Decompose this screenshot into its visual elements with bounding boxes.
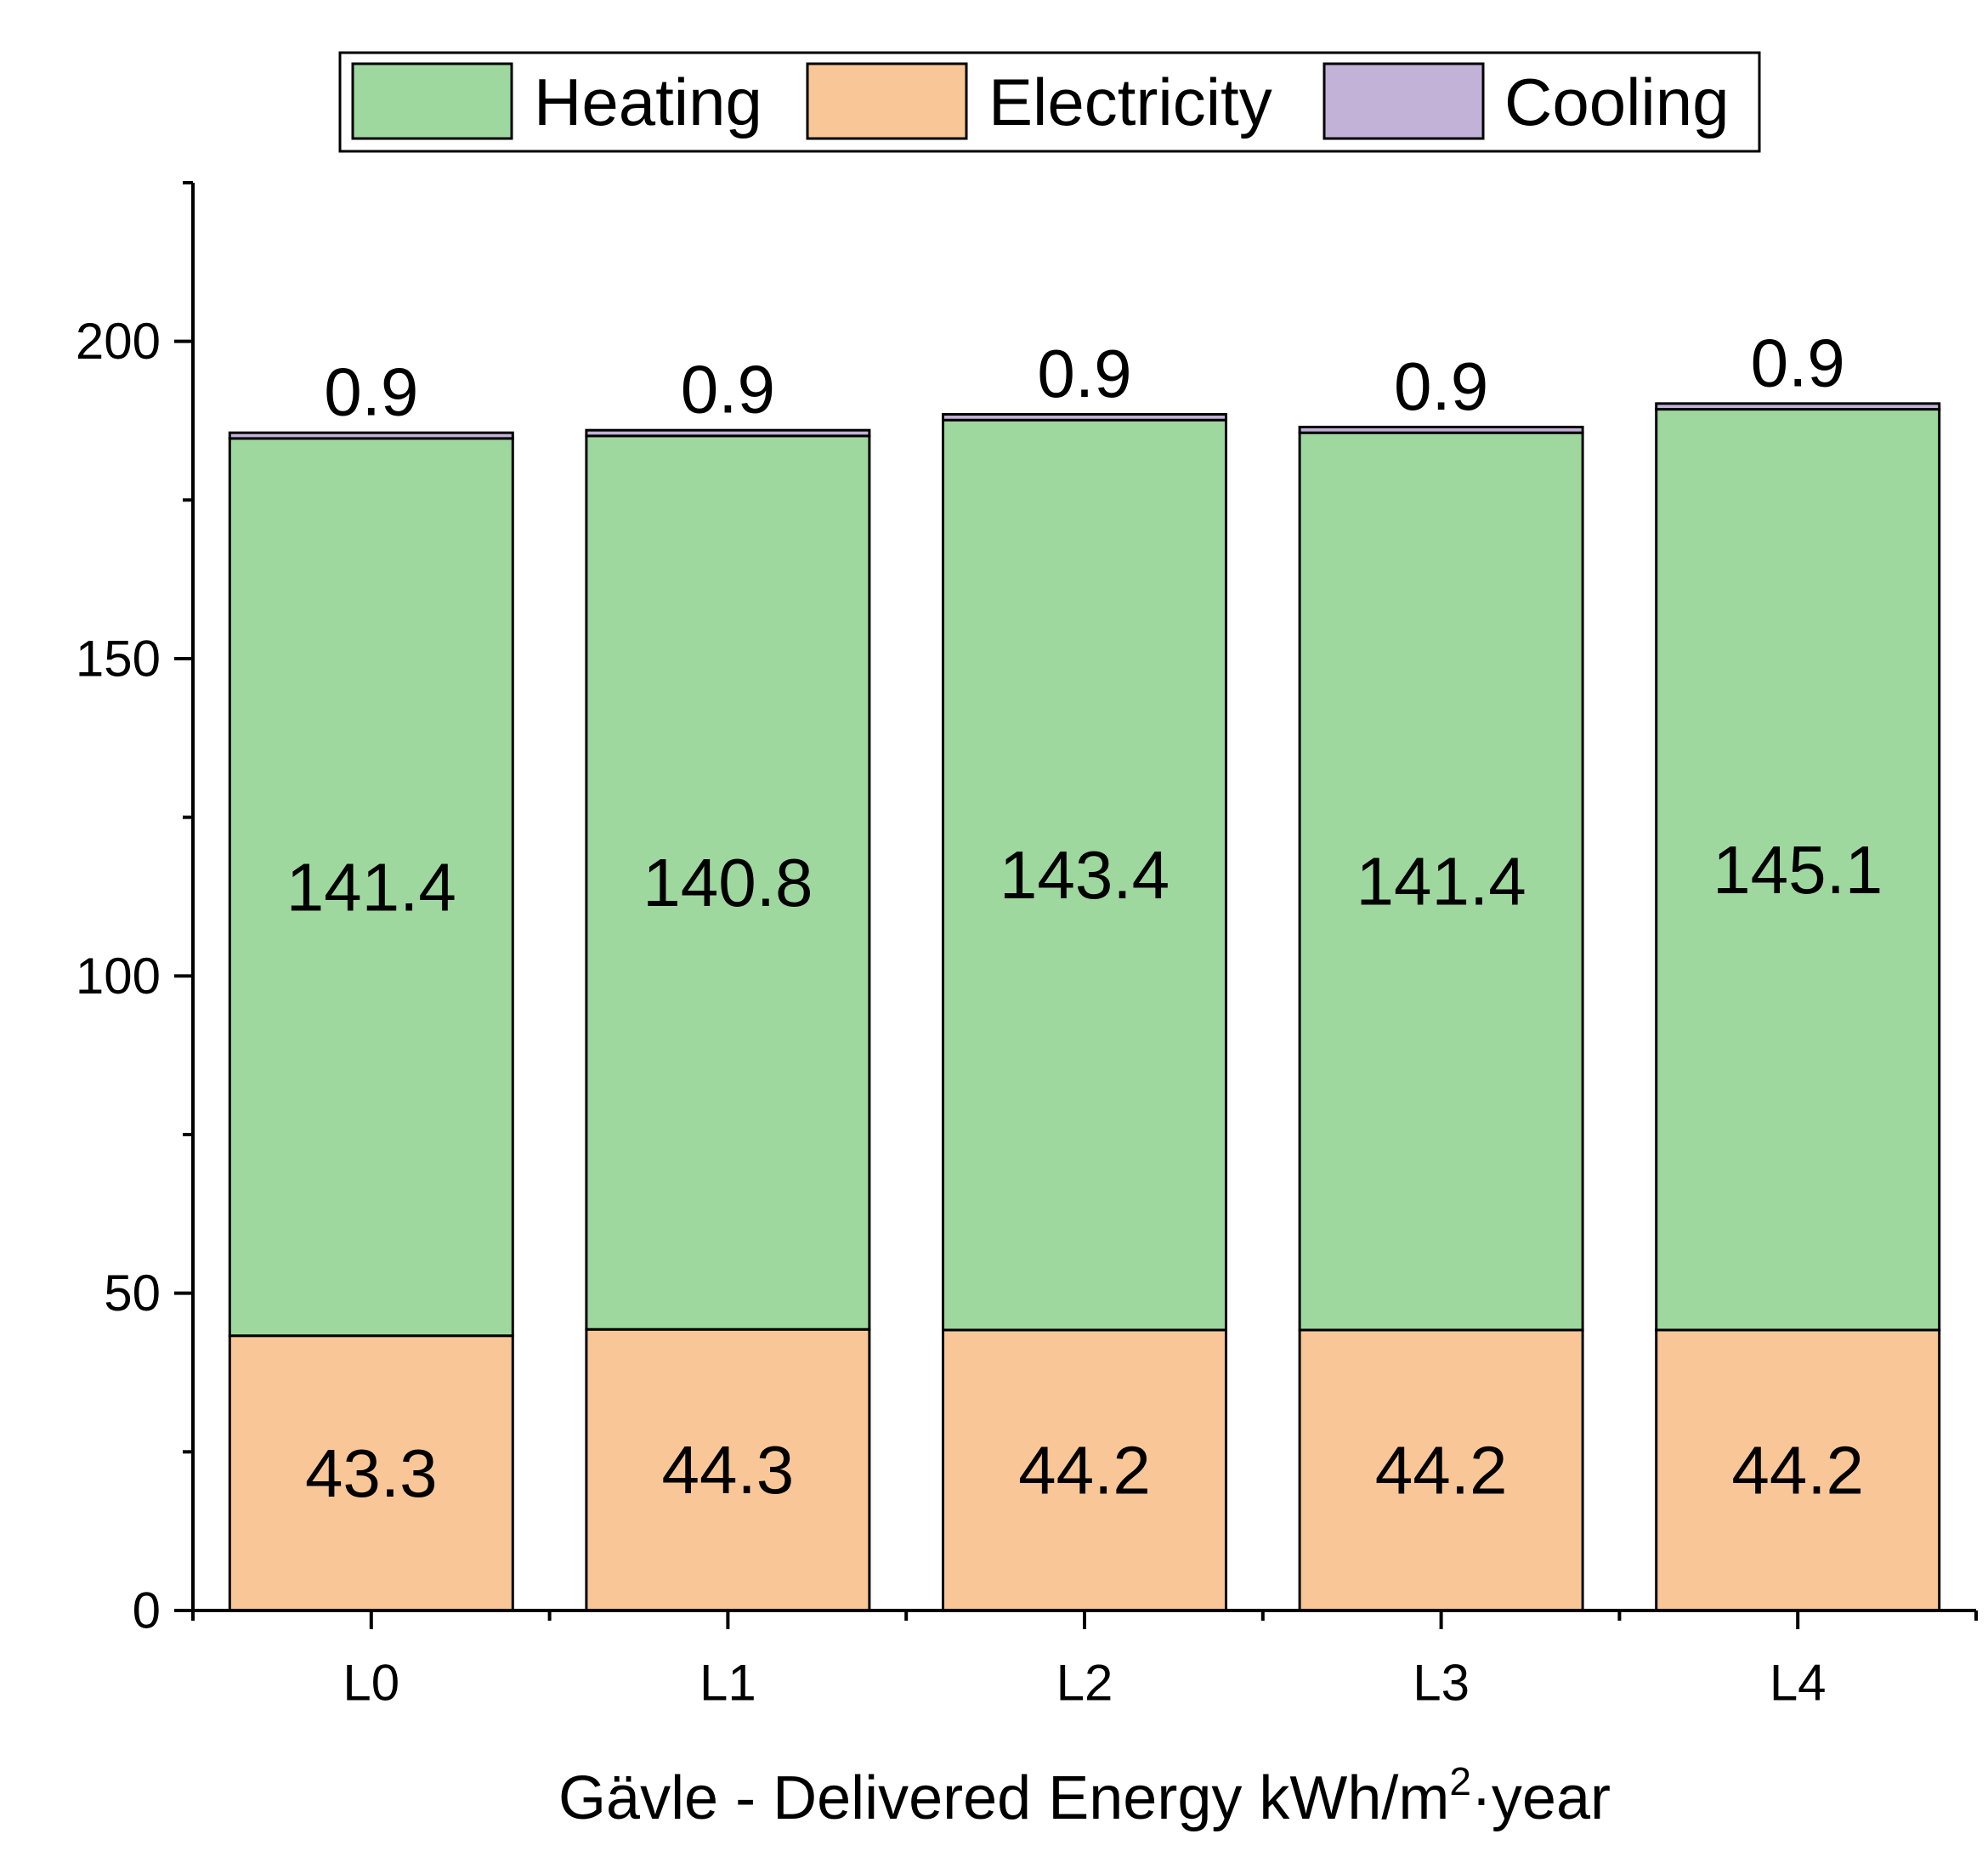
bar-cooling-l0	[228, 431, 514, 440]
bar-cooling-l2	[942, 413, 1227, 422]
data-label-cooling-l3: 0.9	[1394, 348, 1488, 424]
data-label-cooling-l1: 0.9	[681, 352, 775, 427]
x-tick-label-l4: L4	[1770, 1655, 1827, 1712]
legend-label-electricity: Electricity	[988, 65, 1272, 139]
bar-cooling-l3	[1298, 425, 1584, 434]
bar-heating-l1	[585, 434, 871, 1331]
x-tick-label-l2: L2	[1056, 1655, 1113, 1712]
axes-layer: 0 50 100 150 200 L0 L1 L2 L3 L4	[76, 181, 1978, 1712]
bars-layer	[228, 402, 1941, 1612]
y-tick-label: 150	[76, 631, 161, 688]
x-axis-title: Gävle - Delivered Energy kWh/m2·year	[558, 1759, 1611, 1832]
bar-heating-l4	[1655, 408, 1941, 1332]
bar-heating-l2	[942, 418, 1227, 1332]
legend-box	[338, 51, 1761, 153]
data-label-heating-l4: 145.1	[1713, 832, 1883, 908]
legend-swatch-cooling	[1323, 62, 1485, 140]
data-label-electricity-l4: 44.2	[1731, 1432, 1864, 1508]
legend: Heating Electricity Cooling	[338, 51, 1761, 153]
labels-layer: 43.3 141.4 0.9 44.3 140.8 0.9 44.2 143.4 0.9 44.2…	[286, 325, 1883, 1511]
legend-label-heating: Heating	[534, 65, 762, 139]
x-axis-title-superscript: 2	[1449, 1759, 1471, 1803]
data-label-heating-l0: 141.4	[286, 849, 456, 925]
legend-swatch-electricity	[806, 62, 968, 140]
bar-cooling-l4	[1655, 402, 1941, 411]
bar-electricity-l2	[942, 1328, 1227, 1612]
bar-electricity-l0	[228, 1334, 514, 1612]
bar-heating-l3	[1298, 431, 1584, 1332]
data-label-electricity-l0: 43.3	[305, 1435, 438, 1511]
bar-heating-l0	[228, 437, 514, 1338]
legend-swatch-heating	[351, 62, 513, 140]
data-label-heating-l1: 140.8	[643, 845, 813, 920]
x-axis-title-main: Gävle - Delivered Energy kWh/m	[558, 1764, 1449, 1832]
data-label-electricity-l1: 44.3	[662, 1432, 795, 1508]
x-tick-label-l0: L0	[343, 1655, 399, 1712]
data-label-cooling-l0: 0.9	[324, 354, 418, 430]
y-tick-label: 0	[133, 1582, 161, 1639]
data-label-cooling-l2: 0.9	[1037, 336, 1131, 411]
data-label-heating-l2: 143.4	[1000, 837, 1170, 913]
y-tick-label: 200	[76, 313, 161, 370]
data-label-electricity-l2: 44.2	[1018, 1432, 1151, 1508]
bar-cooling-l1	[585, 428, 871, 438]
x-tick-label-l3: L3	[1413, 1655, 1470, 1712]
y-tick-label: 50	[104, 1265, 161, 1322]
x-axis-title-tail: ·year	[1471, 1764, 1611, 1832]
x-tick-label-l1: L1	[699, 1655, 756, 1712]
data-label-cooling-l4: 0.9	[1751, 325, 1845, 400]
y-tick-label: 100	[76, 948, 161, 1005]
data-label-heating-l3: 141.4	[1356, 844, 1526, 920]
data-label-electricity-l3: 44.2	[1375, 1432, 1508, 1508]
legend-label-cooling: Cooling	[1504, 65, 1730, 139]
